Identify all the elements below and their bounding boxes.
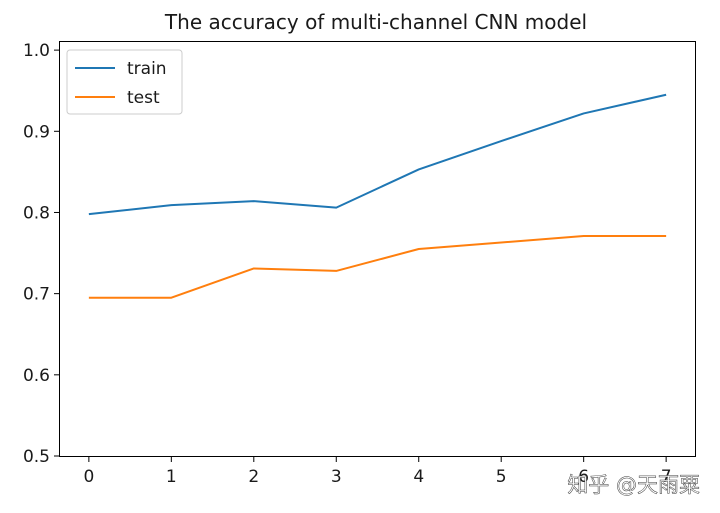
x-tick-label: 7 bbox=[661, 467, 672, 487]
y-axis: 0.5 0.6 0.7 0.8 0.9 1.0 bbox=[23, 41, 60, 467]
y-tick-label: 0.7 bbox=[23, 285, 50, 305]
y-tick-label: 0.6 bbox=[23, 366, 50, 386]
y-tick-label: 1.0 bbox=[23, 41, 50, 61]
chart-title: The accuracy of multi-channel CNN model bbox=[164, 10, 587, 34]
x-axis: 0 1 2 3 4 5 6 7 bbox=[83, 456, 672, 487]
x-tick-label: 6 bbox=[578, 467, 589, 487]
x-tick-label: 2 bbox=[248, 467, 259, 487]
x-tick-label: 4 bbox=[413, 467, 424, 487]
x-tick-label: 3 bbox=[331, 467, 342, 487]
x-tick-label: 0 bbox=[83, 467, 94, 487]
legend-label-test: test bbox=[127, 88, 160, 108]
y-tick-label: 0.8 bbox=[23, 203, 50, 223]
x-tick-label: 5 bbox=[496, 467, 507, 487]
y-tick-label: 0.5 bbox=[23, 447, 50, 467]
series-layer bbox=[88, 93, 667, 299]
y-tick-label: 0.9 bbox=[23, 122, 50, 142]
legend-label-train: train bbox=[127, 59, 167, 79]
legend: train test bbox=[66, 49, 183, 115]
series-line-train bbox=[88, 93, 667, 216]
x-tick-label: 1 bbox=[166, 467, 177, 487]
series-line-test bbox=[88, 235, 667, 299]
watermark-text: 知乎 @天雨粟 bbox=[567, 473, 700, 497]
